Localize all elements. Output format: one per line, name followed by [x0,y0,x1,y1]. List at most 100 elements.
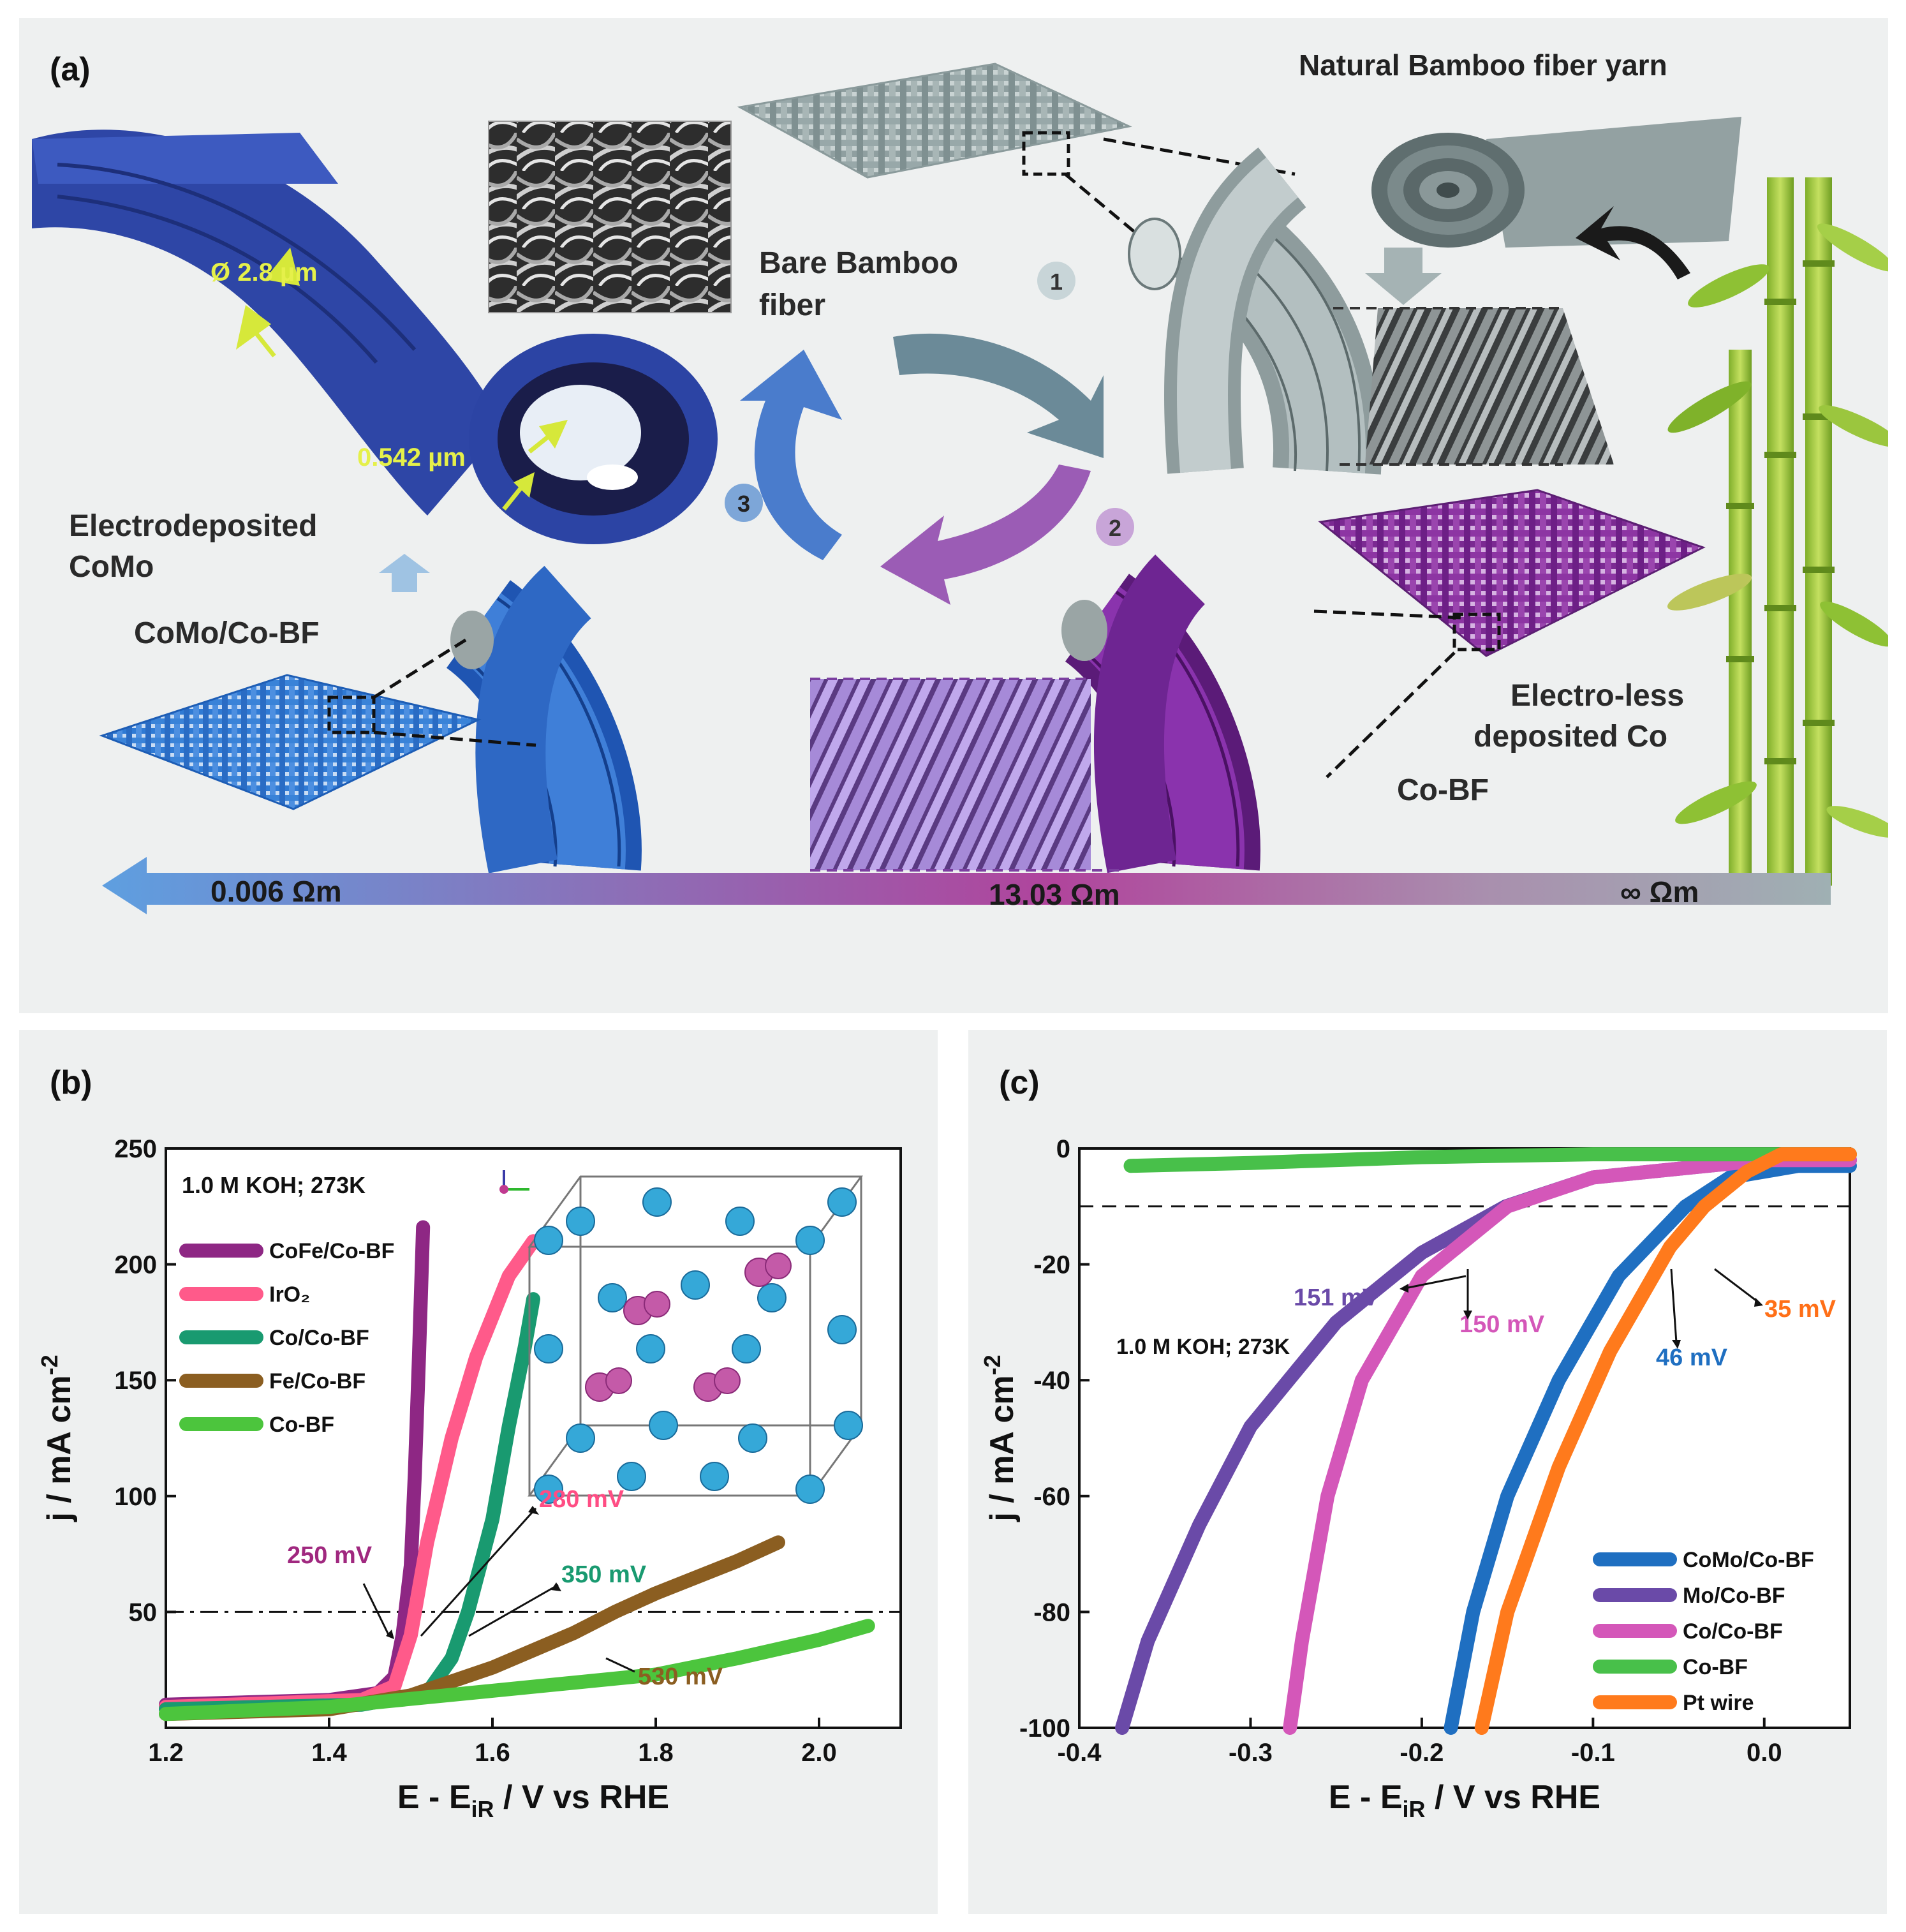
bare-fiber-label-line1: Bare Bamboo [759,246,958,280]
co-bf-label: Co-BF [1397,773,1489,807]
bamboo-yarn-label: Natural Bamboo fiber yarn [1299,48,1667,82]
panel-c-condition: 1.0 M KOH; 273K [1116,1335,1290,1359]
electrodeposited-como-fiber: Ø 2.8 µm 0.542 µm [32,130,718,544]
resistivity-como: 0.006 Ωm [211,875,342,908]
co-bf-cloth [1313,489,1706,778]
como-co-bf-cloth [99,638,536,810]
step-3-badge [725,484,763,522]
panel-b-axis-labels: E - EiR / V vs RHE j / mA cm-2 [36,1355,669,1822]
electrodeposited-label-line2: CoMo [69,550,154,584]
x-tick-label: 1.8 [638,1739,674,1767]
annotation-350mv: 350 mV [561,1561,647,1588]
legend-label: IrO₂ [269,1282,310,1307]
annotation-530mv: 530 mV [638,1663,723,1690]
series-line-como-co-bf [1444,1159,1857,1735]
x-tick-label: -0.4 [1058,1739,1102,1767]
y-tick-label: -80 [1033,1598,1070,1626]
y-tick-label: 0 [1056,1135,1070,1163]
step-1-label: 1 [1050,269,1063,295]
panel-c-series [1115,1147,1857,1735]
x-tick-label: -0.3 [1229,1739,1273,1767]
panel-c-tag: (c) [999,1064,1040,1101]
series-line-pt-wire [1474,1147,1857,1735]
legend-label: CoMo/Co-BF [1683,1548,1814,1572]
bare-fiber-bundle [1128,147,1382,475]
y-tick-label: 250 [114,1135,157,1163]
fiber-diameter-label: Ø 2.8 µm [211,258,318,286]
co-bf-fiber-bundle [1061,554,1260,873]
sem-image-co-bf [810,678,1123,872]
electroless-label-line1: Electro-less [1511,679,1684,713]
bare-fiber-label-line2: fiber [759,288,825,322]
annotation-46mv: 46 mV [1656,1344,1728,1371]
como-fiber-bundle [445,565,642,873]
legend-label: Co-BF [1683,1655,1748,1679]
x-axis-label: E - EiR / V vs RHE [1329,1779,1600,1822]
panel-b-annotations: 250 mV 280 mV 350 mV 530 mV [287,1486,723,1690]
legend-label: Fe/Co-BF [269,1369,366,1393]
series-line-co-co-bf [1283,1153,1857,1735]
shell-thickness-label: 0.542 µm [357,443,466,472]
y-axis-label: j / mA cm-2 [979,1355,1021,1522]
panel-c: (c) -0.4 -0.3 -0.2 -0.1 0.0 0 -20 -40 -60 -80 -100… [968,1030,1887,1914]
y-tick-label: -40 [1033,1367,1070,1395]
y-axis-label: j / mA cm-2 [36,1355,78,1522]
y-tick-label: 50 [129,1598,158,1626]
x-tick-label: -0.1 [1571,1739,1615,1767]
panel-b-series [159,1220,875,1721]
series-line-co-bf [159,1619,875,1721]
panel-c-axis-labels: E - EiR / V vs RHE j / mA cm-2 [979,1355,1600,1822]
crystal-structure-inset [499,1170,863,1504]
x-tick-label: 2.0 [801,1739,837,1767]
x-tick-label: 0.0 [1747,1739,1782,1767]
electroless-label-line2: deposited Co [1474,720,1667,754]
x-axis-label: E - EiR / V vs RHE [397,1779,669,1822]
annotation-280mv: 280 mV [539,1486,624,1513]
legend-label: CoFe/Co-BF [269,1239,394,1263]
annotation-151mv: 151 mV [1294,1284,1379,1311]
x-tick-label: -0.2 [1400,1739,1444,1767]
y-tick-label: 200 [114,1251,157,1279]
step-2-badge [1096,508,1134,546]
panel-a: (a) Natural Bamboo fiber yarn [19,18,1888,1013]
x-tick-label: 1.2 [148,1739,184,1767]
step-2-label: 2 [1109,515,1121,541]
panel-b-tag: (b) [50,1064,92,1101]
panel-b-condition: 1.0 M KOH; 273K [182,1172,366,1198]
resistivity-arrow: 0.006 Ωm 13.03 Ωm ∞ Ωm [102,857,1831,914]
legend-label: Pt wire [1683,1691,1754,1715]
legend-label: Co/Co-BF [1683,1619,1783,1644]
resistivity-co-bf: 13.03 Ωm [989,878,1120,911]
panel-a-tag: (a) [50,51,91,88]
series-line-co-bf [1123,1147,1857,1173]
y-tick-label: -60 [1033,1483,1070,1511]
sem-image-bare-fiber [488,121,732,313]
x-tick-label: 1.4 [311,1739,347,1767]
y-tick-label: -20 [1033,1251,1070,1279]
process-cycle: 1 2 3 [725,262,1134,605]
step-3-label: 3 [737,491,750,517]
panel-c-annotations: 151 mV 150 mV 46 mV 35 mV [1294,1268,1836,1371]
legend-label: Co/Co-BF [269,1326,369,1350]
resistivity-bare: ∞ Ωm [1620,875,1699,909]
y-tick-label: 100 [114,1483,157,1511]
y-tick-label: 150 [114,1367,157,1395]
x-tick-label: 1.6 [475,1739,510,1767]
panel-b-legend: CoFe/Co-BF IrO₂ Co/Co-BF Fe/Co-BF Co-BF [179,1239,394,1437]
panel-c-legend: CoMo/Co-BF Mo/Co-BF Co/Co-BF Co-BF Pt wire [1593,1548,1814,1715]
panel-b-axes: 1.2 1.4 1.6 1.8 2.0 50 100 150 200 250 [114,1135,901,1767]
annotation-35mv: 35 mV [1764,1296,1836,1323]
bamboo-yarn-roll: Natural Bamboo fiber yarn [1299,48,1741,305]
step-1-badge [1037,262,1075,300]
panel-c-axes: -0.4 -0.3 -0.2 -0.1 0.0 0 -20 -40 -60 -80 -100 [1019,1135,1850,1767]
legend-label: Mo/Co-BF [1683,1584,1785,1608]
y-tick-label: -100 [1019,1714,1070,1743]
bamboo-plant [1667,177,1888,886]
legend-label: Co-BF [269,1413,334,1437]
electrodeposited-label-line1: Electrodeposited [69,509,317,543]
up-arrow-icon [379,554,430,592]
annotation-250mv: 250 mV [287,1542,373,1569]
annotation-150mv: 150 mV [1459,1311,1545,1338]
